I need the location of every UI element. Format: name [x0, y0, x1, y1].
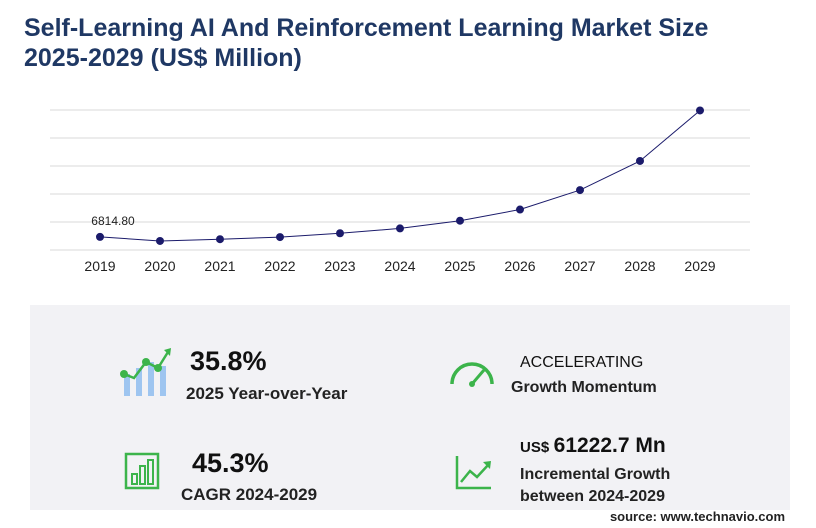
kpi-title: ACCELERATING	[520, 354, 644, 371]
kpi-value: US$ 61222.7 Mn	[520, 434, 666, 458]
kpi-value: 35.8%	[190, 346, 267, 376]
chart-subtitle: 2025-2029 (US$ Million)	[24, 44, 302, 72]
point	[636, 156, 644, 165]
x-tick-label: 2020	[144, 258, 175, 274]
point	[96, 232, 104, 241]
point	[576, 186, 584, 195]
point	[456, 216, 464, 225]
point	[696, 106, 704, 115]
chart-title: Self-Learning AI And Reinforcement Learn…	[24, 14, 709, 42]
point	[156, 236, 164, 245]
x-tick-label: 2024	[384, 258, 415, 274]
kpi-value: 45.3%	[192, 448, 269, 478]
x-tick-label: 2026	[504, 258, 535, 274]
kpi-unit: US$	[520, 439, 550, 456]
x-tick-label: 2019	[84, 258, 115, 274]
cagr-icon	[124, 452, 160, 490]
kpi-label: between 2024-2029	[520, 488, 665, 505]
point	[336, 229, 344, 238]
point	[276, 233, 284, 242]
x-tick-label: 2023	[324, 258, 355, 274]
x-tick-label: 2021	[204, 258, 235, 274]
gauge-icon	[450, 362, 494, 387]
x-tick-label: 2028	[624, 258, 655, 274]
chart: 2019 2020 2021 2022 2023 2024 2025 2026 2027 2028…	[50, 106, 750, 274]
point	[216, 235, 224, 244]
point	[396, 224, 404, 233]
kpi-label: 2025 Year-over-Year	[186, 384, 348, 403]
source: source: www.technavio.com	[609, 509, 785, 524]
line	[99, 110, 701, 242]
kpi-label: Growth Momentum	[511, 379, 657, 396]
x-tick-label: 2022	[264, 258, 295, 274]
kpi-label: Incremental Growth	[520, 466, 671, 483]
point	[516, 205, 524, 214]
kpi-panel	[30, 305, 790, 510]
kpi-label: CAGR 2024-2029	[181, 485, 318, 504]
growth-icon	[455, 456, 491, 490]
x-tick-label: 2029	[684, 258, 715, 274]
yoy-icon	[120, 348, 171, 396]
x-tick-label: 2027	[564, 258, 595, 274]
kpi-value: 61222.7 Mn	[553, 434, 666, 457]
data-label: 6814.80	[91, 214, 135, 228]
x-tick-label: 2025	[444, 258, 475, 274]
